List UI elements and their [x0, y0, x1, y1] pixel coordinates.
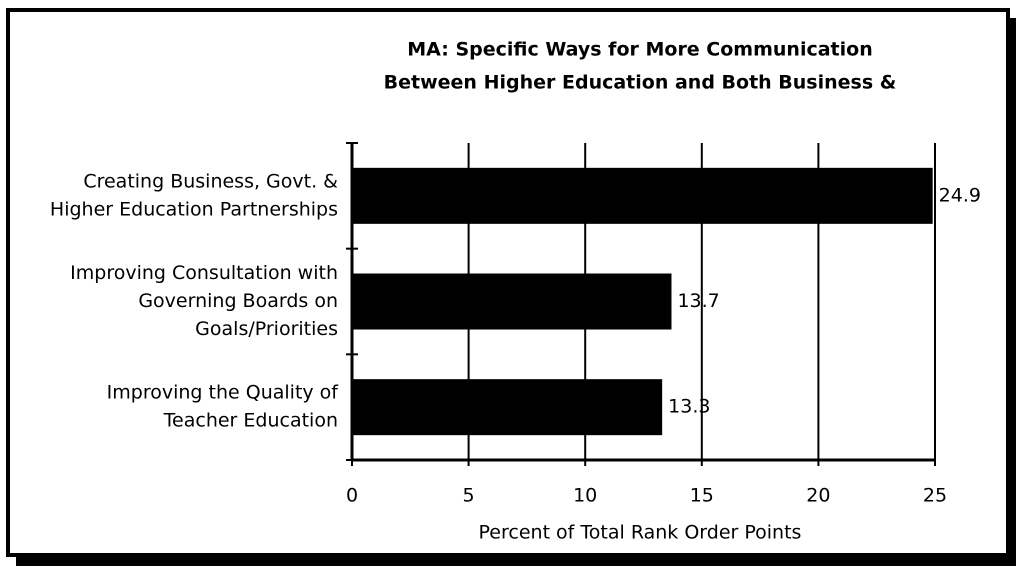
bar	[352, 167, 933, 224]
chart-title: MA: Specific Ways for More Communication	[407, 39, 872, 61]
bar	[352, 379, 663, 436]
value-label: 13.7	[677, 290, 719, 312]
x-tick-label: 15	[690, 485, 714, 507]
chart-title: Between Higher Education and Both Busine…	[384, 72, 897, 94]
y-tick-label: Improving Consultation with	[70, 262, 338, 284]
bar	[352, 273, 672, 330]
y-tick-label: Governing Boards on	[138, 290, 338, 312]
y-tick-label: Goals/Priorities	[195, 318, 338, 340]
y-tick-label: Creating Business, Govt. &	[83, 170, 338, 192]
x-axis-label: Percent of Total Rank Order Points	[479, 522, 802, 544]
y-tick-label: Improving the Quality of	[107, 382, 340, 404]
x-tick-label: 0	[346, 485, 358, 507]
value-label: 13.3	[668, 396, 710, 418]
value-label: 24.9	[939, 184, 981, 206]
y-tick-label: Teacher Education	[163, 410, 338, 432]
x-tick-label: 5	[463, 485, 475, 507]
x-tick-label: 20	[806, 485, 830, 507]
y-tick-label: Higher Education Partnerships	[50, 198, 338, 220]
x-tick-label: 25	[923, 485, 947, 507]
x-tick-label: 10	[573, 485, 597, 507]
